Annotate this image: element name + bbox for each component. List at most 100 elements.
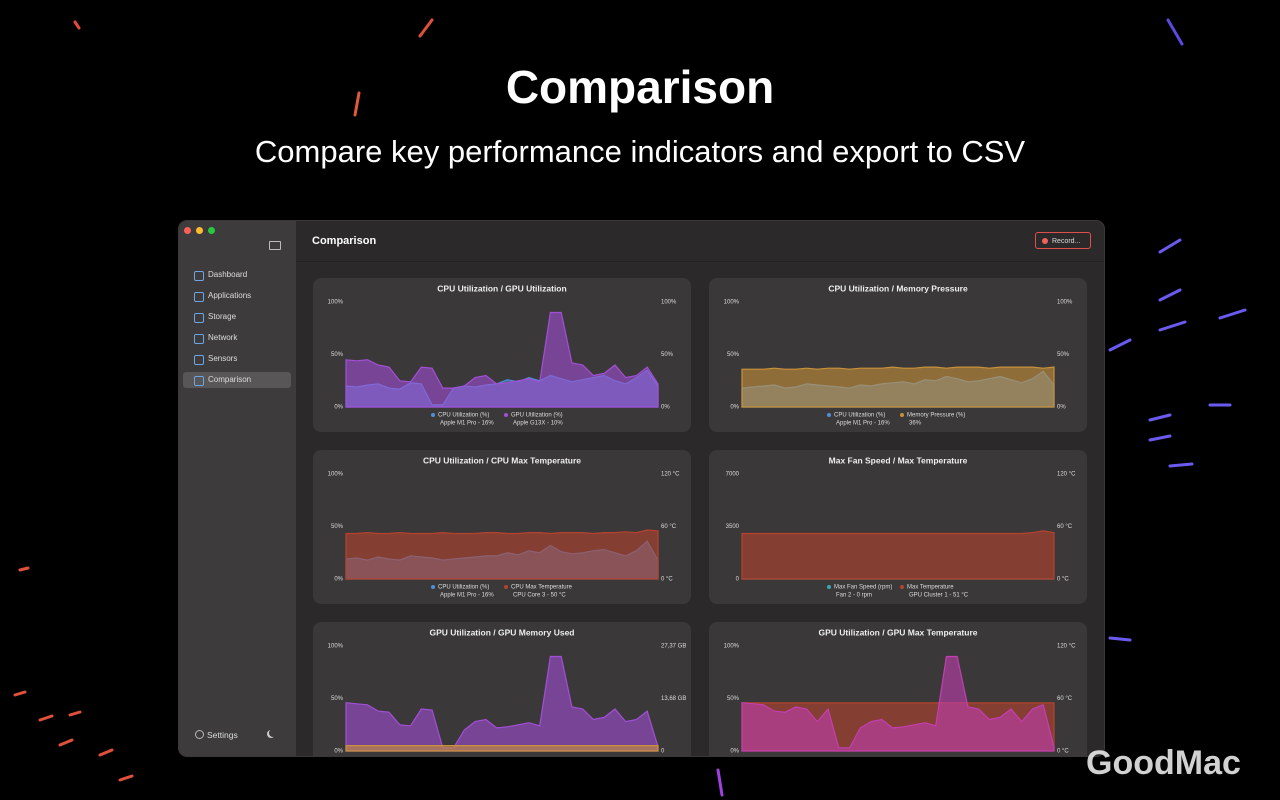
sidebar-icon bbox=[194, 292, 204, 302]
chart-card: CPU Utilization / GPU Utilization 0% 50% 10… bbox=[313, 278, 691, 432]
y2-tick-label: 50% bbox=[1057, 352, 1070, 358]
area-series bbox=[345, 529, 659, 580]
area-series bbox=[345, 311, 659, 408]
chart-card: CPU Utilization / CPU Max Temperature 0% 5… bbox=[313, 450, 691, 604]
zoom-button[interactable] bbox=[208, 227, 215, 234]
streak bbox=[1168, 462, 1194, 468]
y-tick-label: 3500 bbox=[726, 524, 740, 530]
streak bbox=[1158, 238, 1182, 254]
streak bbox=[73, 20, 81, 30]
y-tick-label: 0 bbox=[736, 577, 740, 583]
close-button[interactable] bbox=[184, 227, 191, 234]
streak bbox=[1166, 18, 1184, 46]
sidebar-item[interactable]: Applications bbox=[183, 288, 291, 304]
area-series bbox=[741, 530, 1055, 580]
y-tick-label: 100% bbox=[328, 644, 344, 650]
y2-tick-label: 120 °C bbox=[661, 472, 680, 478]
y-tick-label: 0% bbox=[334, 405, 343, 411]
legend-detail: Apple M1 Pro - 16% bbox=[836, 421, 890, 427]
legend-label: CPU Max Temperature bbox=[511, 585, 573, 591]
chart-card: CPU Utilization / Memory Pressure 0% 50% 10… bbox=[709, 278, 1087, 432]
settings-button[interactable]: Settings bbox=[207, 730, 238, 740]
chart-card: Max Fan Speed / Max Temperature 0 3500 7000… bbox=[709, 450, 1087, 604]
page-subtitle: Compare key performance indicators and e… bbox=[254, 134, 1026, 169]
streak bbox=[38, 714, 54, 722]
toolbar-divider bbox=[296, 261, 1104, 262]
legend-label: Memory Pressure (%) bbox=[907, 413, 965, 419]
legend-swatch bbox=[504, 413, 508, 417]
record-button[interactable]: Record... bbox=[1035, 232, 1091, 249]
chart-title: GPU Utilization / GPU Max Temperature bbox=[818, 627, 977, 637]
streak bbox=[1108, 338, 1132, 352]
y-tick-label: 50% bbox=[331, 696, 344, 702]
area-series bbox=[741, 655, 1055, 752]
y-tick-label: 7000 bbox=[726, 472, 740, 478]
legend-label: Max Temperature bbox=[907, 585, 954, 591]
sidebar-icon bbox=[194, 355, 204, 365]
y2-tick-label: 0% bbox=[661, 405, 670, 411]
legend-swatch bbox=[827, 585, 831, 589]
y-tick-label: 0% bbox=[730, 405, 739, 411]
area-series bbox=[345, 745, 659, 752]
streak bbox=[1108, 636, 1132, 642]
streak bbox=[18, 566, 30, 572]
legend-detail: Apple M1 Pro - 16% bbox=[440, 421, 494, 427]
y2-tick-label: 60 °C bbox=[661, 524, 677, 530]
sidebar-item[interactable]: Comparison bbox=[183, 372, 291, 388]
chart-title: GPU Utilization / GPU Memory Used bbox=[430, 627, 575, 637]
y2-tick-label: 100% bbox=[1057, 300, 1073, 306]
chart-title: Max Fan Speed / Max Temperature bbox=[829, 455, 968, 465]
app-window: Settings Dashboard Applications Storage Net… bbox=[179, 221, 1104, 756]
page-title: Comparison bbox=[505, 61, 775, 113]
legend-swatch bbox=[504, 585, 508, 589]
sidebar-item[interactable]: Sensors bbox=[183, 351, 291, 367]
y2-tick-label: 50% bbox=[661, 352, 674, 358]
streak bbox=[353, 91, 361, 117]
chart: CPU Utilization / GPU Utilization 0% 50% 10… bbox=[328, 283, 677, 427]
legend-detail: GPU Cluster 1 - 51 °C bbox=[909, 593, 969, 599]
y2-tick-label: 100% bbox=[661, 300, 677, 306]
y2-tick-label: 0 °C bbox=[1057, 577, 1069, 583]
sidebar-item[interactable]: Network bbox=[183, 330, 291, 346]
y-tick-label: 0% bbox=[334, 749, 343, 755]
sidebar-item[interactable]: Dashboard bbox=[183, 267, 291, 283]
chart-title: CPU Utilization / CPU Max Temperature bbox=[423, 455, 581, 465]
sidebar-icon bbox=[194, 271, 204, 281]
sidebar-item[interactable]: Storage bbox=[183, 309, 291, 325]
toolbar-title: Comparison bbox=[312, 235, 377, 247]
chart-title: CPU Utilization / GPU Utilization bbox=[437, 283, 566, 293]
legend-swatch bbox=[900, 413, 904, 417]
streak bbox=[716, 768, 724, 797]
streak bbox=[1218, 308, 1247, 320]
legend-detail: Apple M1 Pro - 16% bbox=[440, 593, 494, 599]
y-tick-label: 100% bbox=[328, 472, 344, 478]
area-series bbox=[345, 655, 659, 752]
chart: Max Fan Speed / Max Temperature 0 3500 7000… bbox=[726, 455, 1076, 599]
y2-tick-label: 27,37 GB bbox=[661, 644, 686, 650]
streak bbox=[118, 774, 134, 782]
y2-tick-label: 60 °C bbox=[1057, 696, 1073, 702]
y-tick-label: 100% bbox=[724, 300, 740, 306]
chart-title: CPU Utilization / Memory Pressure bbox=[828, 283, 968, 293]
sidebar-icon bbox=[194, 334, 204, 344]
legend-label: CPU Utilization (%) bbox=[438, 413, 489, 419]
sidebar-toggle[interactable] bbox=[269, 241, 281, 250]
y-tick-label: 100% bbox=[328, 300, 344, 306]
y2-tick-label: 120 °C bbox=[1057, 644, 1076, 650]
streak bbox=[1148, 413, 1172, 422]
streak bbox=[13, 690, 27, 697]
area-series bbox=[741, 366, 1055, 408]
dark-mode-toggle[interactable] bbox=[269, 729, 277, 737]
y2-tick-label: 13,68 GB bbox=[661, 696, 686, 702]
legend-detail: 36% bbox=[909, 421, 922, 427]
chart-card: GPU Utilization / GPU Max Temperature 0% 5… bbox=[709, 622, 1087, 756]
y-tick-label: 50% bbox=[331, 524, 344, 530]
chart-card: GPU Utilization / GPU Memory Used 0% 50% 10… bbox=[313, 622, 691, 756]
y-tick-label: 0% bbox=[730, 749, 739, 755]
legend-swatch bbox=[431, 585, 435, 589]
minimize-button[interactable] bbox=[196, 227, 203, 234]
y2-tick-label: 0 °C bbox=[661, 577, 673, 583]
y-tick-label: 0% bbox=[334, 577, 343, 583]
